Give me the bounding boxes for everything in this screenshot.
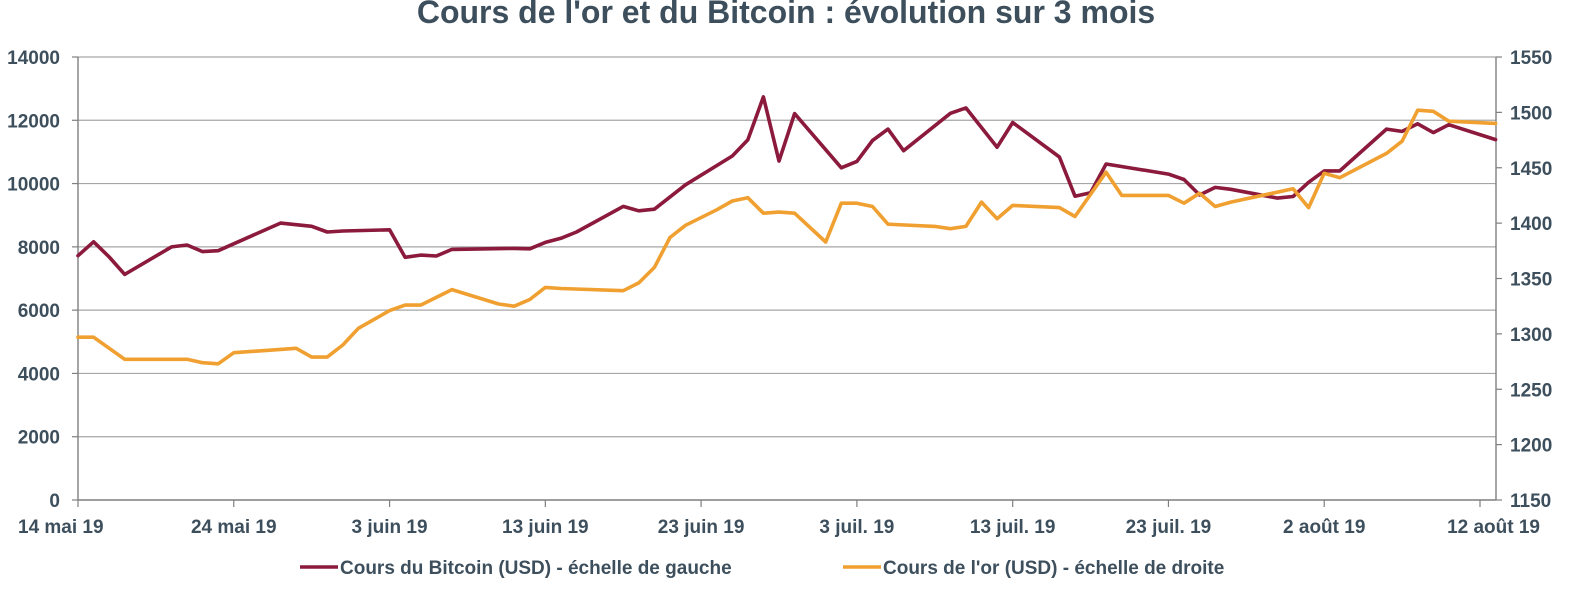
gold-series-line xyxy=(76,108,1498,366)
y-left-tick-label: 14000 xyxy=(7,48,60,69)
y-left-tick-label: 8000 xyxy=(18,238,60,259)
x-tick-label: 24 mai 19 xyxy=(191,517,277,538)
y-left-tick-label: 12000 xyxy=(7,111,60,132)
y-right-tick-label: 1200 xyxy=(1510,436,1552,457)
y-right-tick-label: 1150 xyxy=(1510,491,1551,512)
y-left-tick-label: 10000 xyxy=(7,175,60,196)
y-left-tick-label: 2000 xyxy=(18,428,60,449)
label-layer: 0 2000 4000 6000 8000 10000 12000 14000 1150 1200… xyxy=(7,48,1552,538)
y-right-tick-label: 1500 xyxy=(1510,103,1552,124)
bitcoin-series-line xyxy=(76,95,1498,277)
x-tick-label: 23 juil. 19 xyxy=(1126,517,1212,538)
y-left-tick-label: 6000 xyxy=(18,301,60,322)
x-tick-label: 13 juin 19 xyxy=(502,517,589,538)
x-tick-label: 2 août 19 xyxy=(1283,517,1365,538)
y-right-tick-label: 1300 xyxy=(1510,325,1552,346)
y-right-tick-label: 1550 xyxy=(1510,48,1552,69)
y-left-tick-label: 0 xyxy=(49,491,60,512)
axis-layer xyxy=(72,56,1502,507)
legend-label: Cours de l'or (USD) - échelle de droite xyxy=(883,558,1224,579)
chart-title: Cours de l'or et du Bitcoin : évolution … xyxy=(416,0,1156,30)
y-right-tick-label: 1400 xyxy=(1510,214,1552,235)
y-right-tick-label: 1450 xyxy=(1510,159,1552,180)
series-layer xyxy=(76,95,1498,366)
x-tick-label: 3 juin 19 xyxy=(352,517,428,538)
y-right-tick-label: 1250 xyxy=(1510,380,1552,401)
x-tick-label: 3 juil. 19 xyxy=(819,517,894,538)
y-left-tick-label: 4000 xyxy=(18,364,60,385)
y-right-tick-label: 1350 xyxy=(1510,270,1552,291)
x-tick-label: 23 juin 19 xyxy=(658,517,745,538)
x-tick-label: 12 août 19 xyxy=(1447,517,1540,538)
x-tick-label: 14 mai 19 xyxy=(18,517,104,538)
legend-label: Cours du Bitcoin (USD) - échelle de gauc… xyxy=(340,558,732,579)
legend-layer: Cours du Bitcoin (USD) - échelle de gauc… xyxy=(300,558,1224,579)
x-tick-label: 13 juil. 19 xyxy=(970,517,1056,538)
grid-layer xyxy=(78,56,1496,438)
